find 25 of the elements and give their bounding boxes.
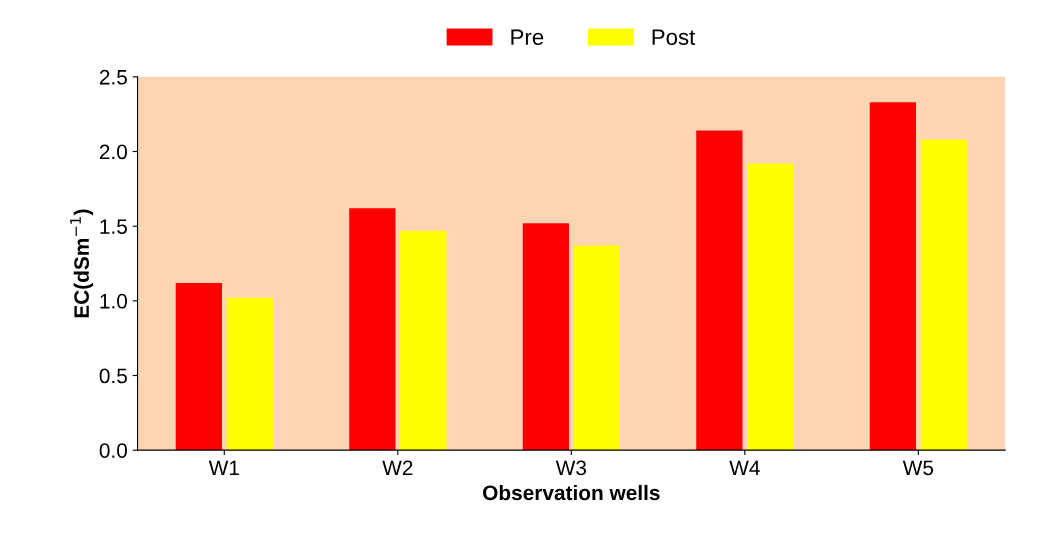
bar — [175, 282, 222, 451]
y-tick-label: 0.5 — [99, 368, 127, 384]
y-tick-label: 2.0 — [99, 144, 128, 160]
x-axis-title: Observation wells — [483, 484, 660, 501]
x-tick-label: W3 — [555, 460, 587, 476]
x-tick-label: W1 — [208, 460, 239, 475]
bar — [573, 245, 620, 451]
bar — [400, 230, 447, 451]
x-tick-label: W2 — [382, 460, 413, 475]
x-tick-label: W4 — [729, 460, 760, 475]
bar — [869, 102, 917, 451]
bar — [226, 297, 273, 451]
bar — [696, 130, 743, 451]
y-tick-label: 2.5 — [99, 69, 127, 85]
y-tick-label: 1.5 — [100, 219, 127, 234]
bar — [522, 223, 570, 451]
legend-label: Post — [652, 29, 696, 45]
y-tick-label: 0.0 — [99, 443, 128, 458]
legend-label: Pre — [511, 29, 544, 45]
y-axis-title: EC(dSm$^{−1}$) — [70, 209, 94, 318]
bar — [920, 139, 967, 451]
bar — [349, 208, 396, 451]
y-tick-label: 1.0 — [100, 293, 128, 309]
bar — [747, 163, 794, 451]
x-tick-label: W5 — [902, 460, 934, 476]
